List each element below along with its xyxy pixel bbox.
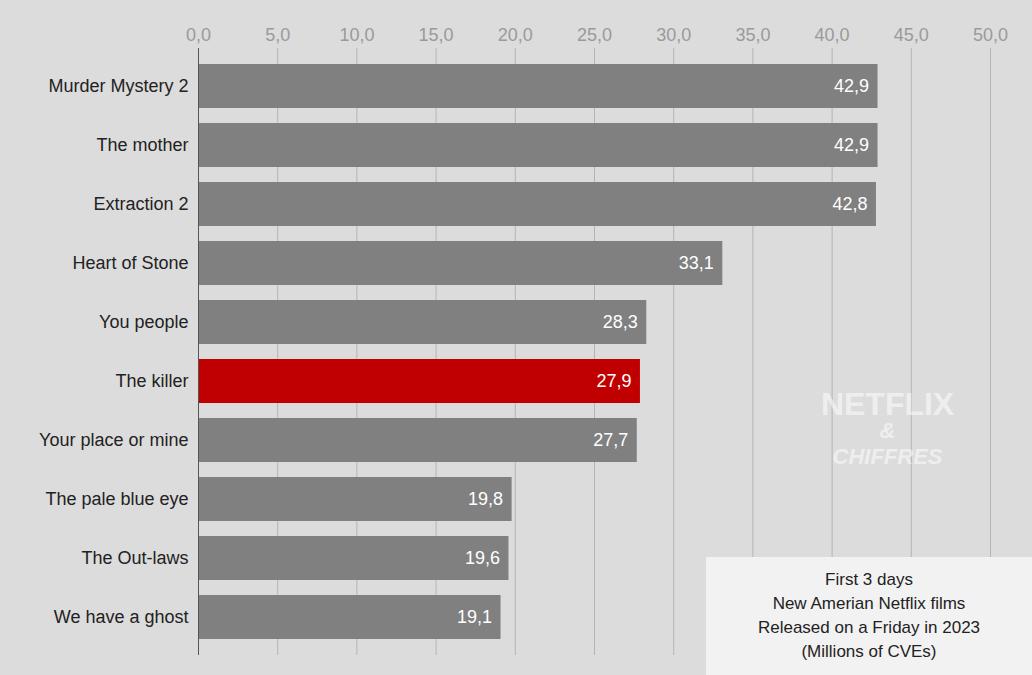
svg-text:NETFLIX: NETFLIX bbox=[821, 386, 955, 422]
html-text:New Amerian Netflix films: New Amerian Netflix films bbox=[772, 594, 966, 613]
svg-text:The killer: The killer bbox=[115, 371, 188, 391]
svg-text:19,6: 19,6 bbox=[465, 548, 500, 568]
svg-text:42,9: 42,9 bbox=[834, 135, 869, 155]
svg-text:CHIFFRES: CHIFFRES bbox=[833, 444, 943, 469]
svg-text:25,0: 25,0 bbox=[577, 25, 612, 45]
svg-text:19,8: 19,8 bbox=[468, 489, 503, 509]
html-text:(Millions of CVEs): (Millions of CVEs) bbox=[801, 642, 937, 661]
svg-text:28,3: 28,3 bbox=[603, 312, 638, 332]
svg-text:Extraction 2: Extraction 2 bbox=[93, 194, 188, 214]
svg-text:40,0: 40,0 bbox=[815, 25, 850, 45]
svg-text:Heart of Stone: Heart of Stone bbox=[72, 253, 188, 273]
svg-text:5,0: 5,0 bbox=[265, 25, 290, 45]
svg-text:10,0: 10,0 bbox=[339, 25, 374, 45]
svg-text:19,1: 19,1 bbox=[457, 607, 492, 627]
svg-text:33,1: 33,1 bbox=[679, 253, 714, 273]
svg-text:&: & bbox=[880, 418, 896, 443]
svg-text:0,0: 0,0 bbox=[186, 25, 211, 45]
svg-text:42,9: 42,9 bbox=[834, 76, 869, 96]
svg-text:Murder Mystery 2: Murder Mystery 2 bbox=[48, 76, 188, 96]
svg-text:15,0: 15,0 bbox=[419, 25, 454, 45]
svg-text:27,9: 27,9 bbox=[596, 371, 631, 391]
svg-text:45,0: 45,0 bbox=[894, 25, 929, 45]
svg-text:50,0: 50,0 bbox=[973, 25, 1008, 45]
svg-text:20,0: 20,0 bbox=[498, 25, 533, 45]
svg-text:You people: You people bbox=[99, 312, 188, 332]
svg-text:35,0: 35,0 bbox=[735, 25, 770, 45]
html-text:First 3 days: First 3 days bbox=[825, 570, 913, 589]
svg-text:The pale blue eye: The pale blue eye bbox=[45, 489, 188, 509]
svg-text:27,7: 27,7 bbox=[593, 430, 628, 450]
svg-text:We have a ghost: We have a ghost bbox=[54, 607, 189, 627]
svg-text:42,8: 42,8 bbox=[832, 194, 867, 214]
svg-text:The mother: The mother bbox=[96, 135, 188, 155]
svg-text:Your place or mine: Your place or mine bbox=[39, 430, 188, 450]
svg-text:The Out-laws: The Out-laws bbox=[81, 548, 188, 568]
html-text:Released on a Friday in 2023: Released on a Friday in 2023 bbox=[758, 618, 980, 637]
svg-text:30,0: 30,0 bbox=[656, 25, 691, 45]
